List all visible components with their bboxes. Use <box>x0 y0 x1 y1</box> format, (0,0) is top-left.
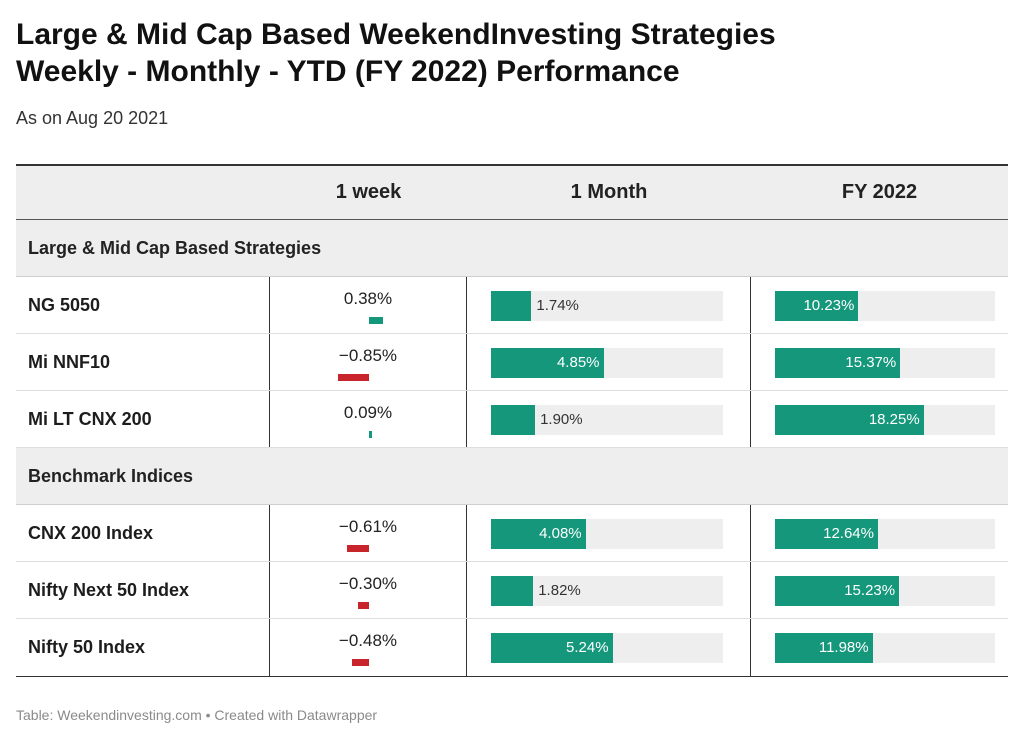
fy-label: 10.23% <box>803 297 855 314</box>
month-bar <box>491 291 532 321</box>
table-body: Large & Mid Cap Based Strategies NG 5050 0… <box>16 220 1008 676</box>
row-name: CNX 200 Index <box>16 505 270 561</box>
fy-bar <box>775 348 901 378</box>
table-row: CNX 200 Index −0.61% 4.08% 12.64% <box>16 505 1008 562</box>
month-label: 4.08% <box>539 525 582 542</box>
week-value: −0.30% <box>338 574 398 593</box>
month-label: 5.24% <box>566 639 609 656</box>
fy-cell: 18.25% <box>751 391 1008 447</box>
fy-label: 15.23% <box>844 582 896 599</box>
performance-table: 1 week 1 Month FY 2022 Large & Mid Cap B… <box>16 164 1008 677</box>
month-track: 1.90% <box>491 405 723 435</box>
group-heading: Benchmark Indices <box>16 448 1008 505</box>
fy-label: 18.25% <box>868 411 920 428</box>
header-fy-2022: FY 2022 <box>841 181 918 203</box>
fy-bar <box>775 405 924 435</box>
fy-cell: 11.98% <box>751 619 1008 676</box>
month-track: 4.08% <box>491 519 723 549</box>
week-bar <box>338 374 369 381</box>
month-cell: 4.08% <box>467 505 751 561</box>
week-cell: −0.30% <box>270 562 467 618</box>
table-row: Nifty 50 Index −0.48% 5.24% 11.98% <box>16 619 1008 676</box>
fy-bar <box>775 291 859 321</box>
month-bar <box>491 633 613 663</box>
month-track: 1.82% <box>491 576 723 606</box>
week-bar <box>351 659 369 666</box>
week-value: −0.48% <box>338 631 398 650</box>
table-header: 1 week 1 Month FY 2022 <box>16 166 1008 220</box>
week-cell: −0.48% <box>270 619 467 676</box>
fy-cell: 12.64% <box>751 505 1008 561</box>
fy-cell: 15.37% <box>751 334 1008 390</box>
month-label: 1.90% <box>540 411 583 428</box>
week-bar <box>369 317 383 324</box>
week-value: −0.85% <box>338 346 398 365</box>
fy-track: 15.23% <box>775 576 995 606</box>
month-bar <box>491 348 604 378</box>
fy-bar <box>775 576 900 606</box>
header-name <box>16 166 270 219</box>
month-cell: 4.85% <box>467 334 751 390</box>
row-name: Nifty Next 50 Index <box>16 562 270 618</box>
fy-track: 11.98% <box>775 633 995 663</box>
month-label: 1.82% <box>538 582 581 599</box>
fy-track: 12.64% <box>775 519 995 549</box>
footer-credit: Table: Weekendinvesting.com • Created wi… <box>16 707 378 723</box>
week-cell: −0.85% <box>270 334 467 390</box>
month-bar <box>491 519 586 549</box>
title-line-1: Large & Mid Cap Based WeekendInvesting S… <box>16 18 776 51</box>
header-1-month: 1 Month <box>570 181 648 203</box>
week-value: −0.61% <box>338 517 398 536</box>
row-name: Mi NNF10 <box>16 334 270 390</box>
chart-title: Large & Mid Cap Based WeekendInvesting S… <box>16 16 1006 90</box>
row-name: Nifty 50 Index <box>16 619 270 676</box>
fy-label: 15.37% <box>845 354 897 371</box>
title-line-2: Weekly - Monthly - YTD (FY 2022) Perform… <box>16 55 680 88</box>
week-cell: 0.38% <box>270 277 467 333</box>
fy-cell: 15.23% <box>751 562 1008 618</box>
table-row: Mi LT CNX 200 0.09% 1.90% 18.25% <box>16 391 1008 448</box>
week-cell: −0.61% <box>270 505 467 561</box>
fy-bar <box>775 519 878 549</box>
month-bar <box>491 576 534 606</box>
row-name: NG 5050 <box>16 277 270 333</box>
month-cell: 1.90% <box>467 391 751 447</box>
week-bar <box>358 602 369 609</box>
week-bar <box>369 431 373 438</box>
fy-cell: 10.23% <box>751 277 1008 333</box>
row-name: Mi LT CNX 200 <box>16 391 270 447</box>
fy-track: 18.25% <box>775 405 995 435</box>
fy-track: 10.23% <box>775 291 995 321</box>
chart-subtitle: As on Aug 20 2021 <box>16 108 169 128</box>
month-cell: 5.24% <box>467 619 751 676</box>
table-row: Mi NNF10 −0.85% 4.85% 15.37% <box>16 334 1008 391</box>
month-track: 1.74% <box>491 291 723 321</box>
week-cell: 0.09% <box>270 391 467 447</box>
fy-label: 11.98% <box>818 639 869 656</box>
month-track: 4.85% <box>491 348 723 378</box>
month-label: 4.85% <box>556 354 600 371</box>
month-bar <box>491 405 536 435</box>
group-heading: Large & Mid Cap Based Strategies <box>16 220 1008 277</box>
month-label: 1.74% <box>536 297 579 314</box>
month-track: 5.24% <box>491 633 723 663</box>
table-row: NG 5050 0.38% 1.74% 10.23% <box>16 277 1008 334</box>
table-row: Nifty Next 50 Index −0.30% 1.82% 15.23% <box>16 562 1008 619</box>
month-cell: 1.74% <box>467 277 751 333</box>
week-value: 0.09% <box>343 403 393 422</box>
fy-bar <box>775 633 873 663</box>
week-bar <box>347 545 369 552</box>
fy-track: 15.37% <box>775 348 995 378</box>
month-cell: 1.82% <box>467 562 751 618</box>
fy-label: 12.64% <box>823 525 874 542</box>
week-value: 0.38% <box>343 289 393 308</box>
header-1-week: 1 week <box>335 181 402 203</box>
